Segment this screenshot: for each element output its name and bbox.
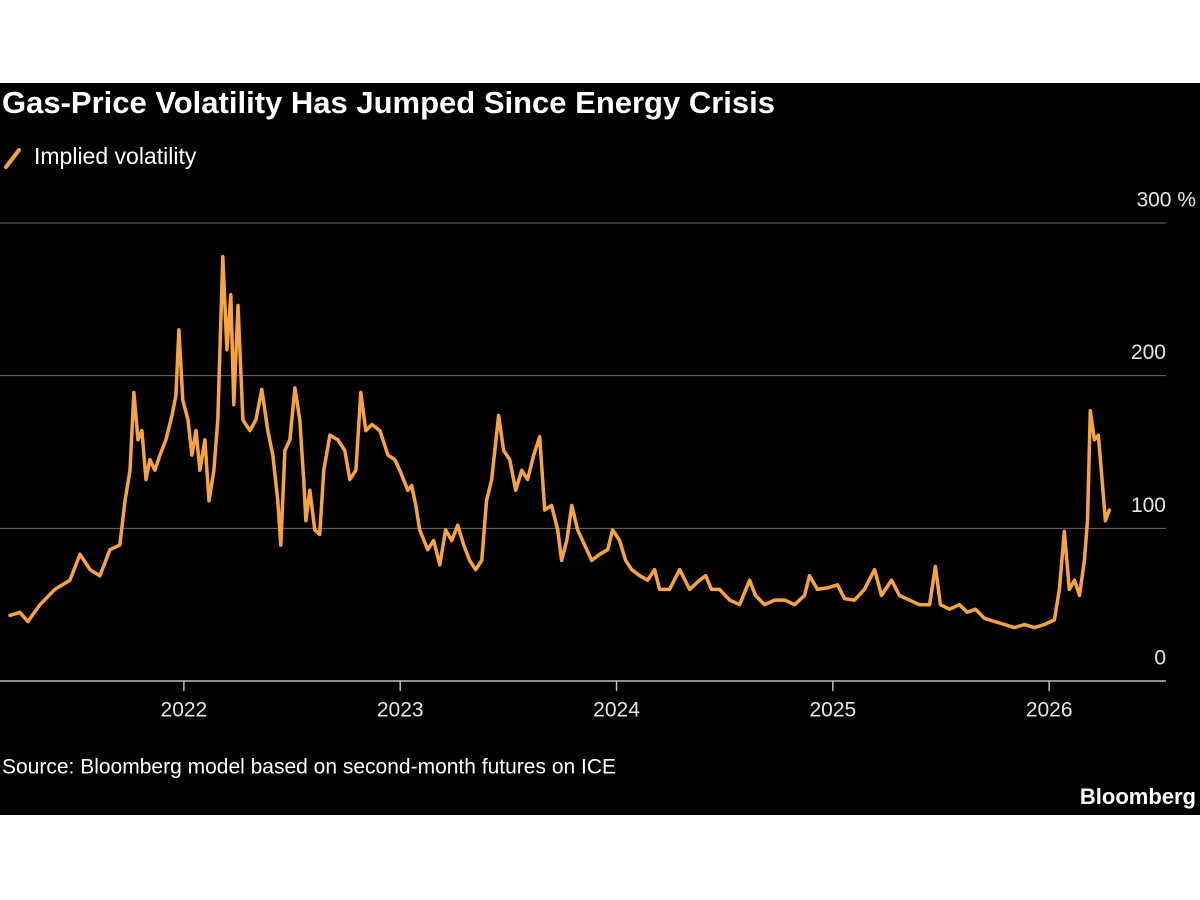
x-tick-label: 2022 — [161, 699, 208, 722]
data-line — [8, 254, 1112, 630]
y-tick-label: 0 — [1154, 647, 1166, 670]
chart-background — [0, 83, 1200, 815]
source-note: Source: Bloomberg model based on second-… — [2, 756, 616, 779]
y-tick-label: 200 — [1131, 341, 1166, 364]
x-tick-label: 2025 — [809, 699, 856, 722]
y-tick-label: 100 — [1131, 494, 1166, 517]
brand: Bloomberg — [1080, 784, 1196, 809]
x-tick-label: 2023 — [377, 699, 424, 722]
legend-swatch — [4, 148, 21, 169]
chart-title: Gas-Price Volatility Has Jumped Since En… — [2, 85, 775, 120]
legend-label: Implied volatility — [34, 143, 197, 169]
y-tick-label: 300 % — [1136, 189, 1196, 212]
x-tick-label: 2026 — [1026, 699, 1073, 722]
x-tick-label: 2024 — [593, 699, 640, 722]
